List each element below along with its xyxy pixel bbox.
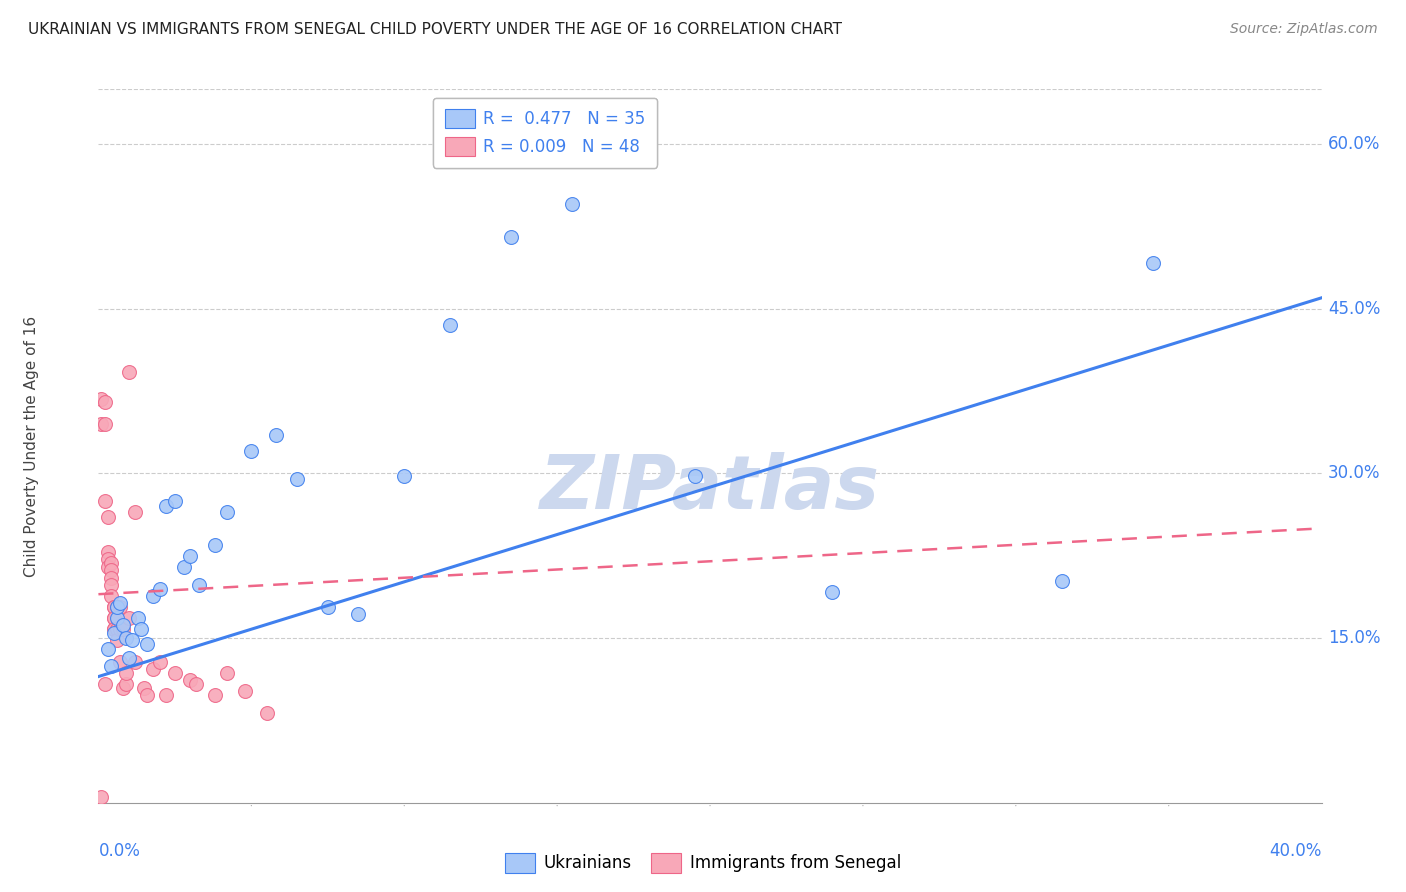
Point — [149, 655, 172, 669]
Point — [118, 366, 141, 380]
Point — [105, 633, 128, 648]
Point — [285, 472, 308, 486]
Point — [105, 600, 128, 615]
Point — [155, 688, 177, 702]
Text: 30.0%: 30.0% — [1327, 465, 1381, 483]
Point — [93, 417, 115, 431]
Point — [115, 677, 138, 691]
Point — [103, 623, 125, 637]
Point — [93, 494, 115, 508]
Point — [93, 395, 115, 409]
Point — [204, 538, 226, 552]
Point — [105, 611, 128, 625]
Point — [103, 611, 125, 625]
Point — [179, 673, 201, 687]
Point — [108, 623, 131, 637]
Point — [316, 600, 339, 615]
Point — [215, 666, 238, 681]
Point — [188, 578, 211, 592]
Point — [115, 631, 138, 645]
Point — [97, 552, 120, 566]
Point — [134, 681, 156, 695]
Point — [90, 790, 112, 805]
Point — [124, 505, 146, 519]
Legend: Ukrainians, Immigrants from Senegal: Ukrainians, Immigrants from Senegal — [498, 847, 908, 880]
Point — [173, 559, 195, 574]
Text: 45.0%: 45.0% — [1327, 300, 1381, 318]
Point — [561, 197, 583, 211]
Point — [240, 444, 263, 458]
Point — [111, 618, 134, 632]
Text: 15.0%: 15.0% — [1327, 629, 1381, 647]
Point — [347, 607, 370, 621]
Point — [118, 611, 141, 625]
Text: Child Poverty Under the Age of 16: Child Poverty Under the Age of 16 — [24, 316, 38, 576]
Point — [93, 677, 115, 691]
Point — [149, 582, 172, 596]
Point — [100, 590, 122, 604]
Point — [115, 666, 138, 681]
Point — [103, 611, 125, 625]
Point — [129, 623, 152, 637]
Point — [186, 677, 208, 691]
Text: 0.0%: 0.0% — [98, 842, 141, 860]
Point — [136, 688, 159, 702]
Point — [683, 468, 706, 483]
Point — [163, 666, 186, 681]
Point — [142, 662, 165, 676]
Point — [163, 494, 186, 508]
Point — [105, 623, 128, 637]
Point — [1142, 255, 1164, 269]
Point — [103, 625, 125, 640]
Point — [100, 557, 122, 571]
Point — [111, 681, 134, 695]
Text: Source: ZipAtlas.com: Source: ZipAtlas.com — [1230, 22, 1378, 37]
Point — [118, 651, 141, 665]
Text: 40.0%: 40.0% — [1270, 842, 1322, 860]
Text: UKRAINIAN VS IMMIGRANTS FROM SENEGAL CHILD POVERTY UNDER THE AGE OF 16 CORRELATI: UKRAINIAN VS IMMIGRANTS FROM SENEGAL CHI… — [28, 22, 842, 37]
Point — [142, 590, 165, 604]
Point — [100, 563, 122, 577]
Point — [179, 549, 201, 563]
Point — [392, 468, 416, 483]
Point — [111, 623, 134, 637]
Point — [103, 623, 125, 637]
Point — [127, 611, 149, 625]
Point — [100, 658, 122, 673]
Text: 60.0%: 60.0% — [1327, 135, 1381, 153]
Point — [103, 600, 125, 615]
Point — [124, 655, 146, 669]
Point — [264, 428, 287, 442]
Point — [105, 600, 128, 615]
Point — [90, 417, 112, 431]
Point — [97, 642, 120, 657]
Point — [108, 596, 131, 610]
Point — [256, 706, 278, 720]
Point — [215, 505, 238, 519]
Point — [100, 578, 122, 592]
Legend: R =  0.477   N = 35, R = 0.009   N = 48: R = 0.477 N = 35, R = 0.009 N = 48 — [433, 97, 657, 168]
Point — [108, 600, 131, 615]
Point — [108, 655, 131, 669]
Point — [136, 637, 159, 651]
Point — [1050, 574, 1073, 588]
Point — [103, 600, 125, 615]
Point — [90, 392, 112, 406]
Text: ZIPatlas: ZIPatlas — [540, 452, 880, 525]
Point — [97, 545, 120, 559]
Point — [204, 688, 226, 702]
Point — [155, 500, 177, 514]
Point — [97, 510, 120, 524]
Point — [821, 585, 844, 599]
Point — [233, 683, 256, 698]
Point — [97, 559, 120, 574]
Point — [439, 318, 461, 333]
Point — [501, 230, 523, 244]
Point — [100, 571, 122, 585]
Point — [121, 633, 143, 648]
